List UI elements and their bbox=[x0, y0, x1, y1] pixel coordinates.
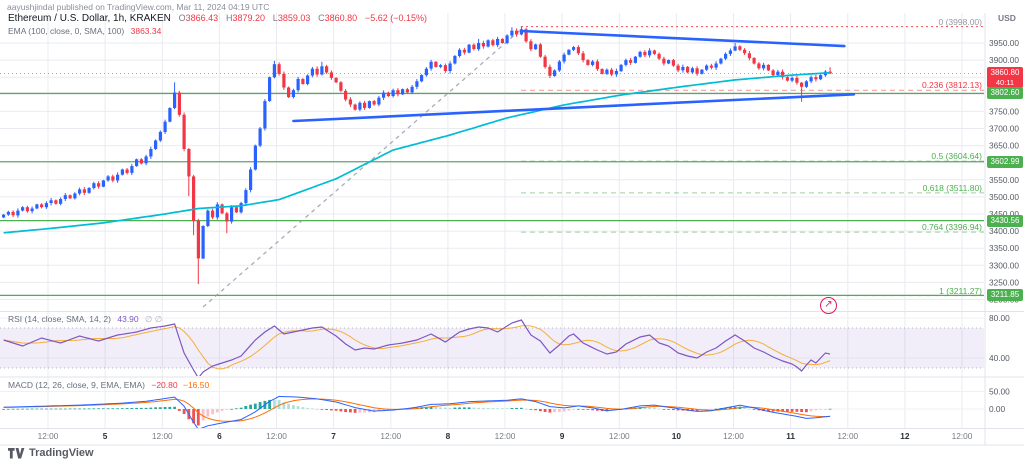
svg-text:12:00: 12:00 bbox=[609, 431, 630, 441]
svg-text:12:00: 12:00 bbox=[952, 431, 973, 441]
macd-pane bbox=[2, 395, 832, 428]
svg-text:3950.00: 3950.00 bbox=[989, 38, 1019, 48]
descending-resistance-trendline bbox=[520, 29, 846, 48]
high-value: 3879.20 bbox=[232, 13, 266, 23]
macd-signal-line bbox=[3, 398, 831, 422]
fib-level-label: 0.236 (3812.13) bbox=[921, 80, 982, 91]
svg-text:7: 7 bbox=[331, 431, 336, 441]
attribution-text: aayushjindal published on TradingView.co… bbox=[7, 2, 270, 12]
low-label: L bbox=[272, 13, 278, 23]
symbol-title: Ethereum / U.S. Dollar, 1h, KRAKEN bbox=[8, 13, 171, 24]
svg-text:3700.00: 3700.00 bbox=[989, 124, 1019, 134]
tradingview-logo-text: TradingView bbox=[29, 447, 94, 459]
svg-text:3750.00: 3750.00 bbox=[989, 106, 1019, 116]
ema-value: 3863.34 bbox=[130, 26, 162, 36]
svg-text:3900.00: 3900.00 bbox=[989, 55, 1019, 65]
svg-text:3450.00: 3450.00 bbox=[989, 209, 1019, 219]
ema-status-row[interactable]: EMA (100, close, 0, SMA, 100) 3863.34 bbox=[8, 26, 161, 36]
ema-line bbox=[3, 71, 831, 234]
arrow-up-right-icon: ↗ bbox=[824, 299, 833, 310]
macd-value-2: −16.50 bbox=[182, 380, 210, 390]
rsi-ma-line bbox=[3, 325, 831, 370]
time-axis-labels: 12:00 5 12:00 6 12:00 7 12:00 8 12:00 9 12:00 10 12:… bbox=[38, 431, 973, 441]
symbol-status-row[interactable]: Ethereum / U.S. Dollar, 1h, KRAKEN O3866… bbox=[8, 13, 427, 24]
svg-text:11: 11 bbox=[786, 431, 795, 441]
svg-text:40.00: 40.00 bbox=[989, 353, 1010, 363]
svg-text:3650.00: 3650.00 bbox=[989, 141, 1019, 151]
close-label: C bbox=[318, 13, 325, 23]
ascending-support-trendline bbox=[292, 93, 856, 123]
svg-text:50.00: 50.00 bbox=[989, 387, 1010, 397]
dashed-trendline bbox=[202, 28, 522, 308]
rsi-status-row[interactable]: RSI (14, close, SMA, 14, 2) 43.90 ∅ ∅ bbox=[8, 314, 162, 325]
svg-text:12:00: 12:00 bbox=[723, 431, 744, 441]
macd-histogram bbox=[2, 399, 832, 426]
line-price-badge: 3430.56 bbox=[987, 214, 1023, 227]
macd-status-row[interactable]: MACD (12, 26, close, 9, EMA, EMA) −20.80… bbox=[8, 380, 209, 390]
fib-level-label: 0 (3998.00) bbox=[938, 16, 982, 27]
fib-level-label: 0.764 (3396.94) bbox=[921, 222, 982, 233]
tradingview-mark-icon bbox=[8, 447, 25, 458]
svg-text:5: 5 bbox=[103, 431, 108, 441]
macd-title: MACD (12, 26, close, 9, EMA, EMA) bbox=[8, 380, 145, 390]
line-price-badge: 3211.85 bbox=[987, 289, 1023, 302]
open-label: O bbox=[178, 13, 186, 23]
close-value: 3860.80 bbox=[324, 13, 358, 23]
rsi-value: 43.90 bbox=[117, 314, 139, 324]
ema-title: EMA (100, close, 0, SMA, 100) bbox=[8, 26, 125, 36]
svg-text:3250.00: 3250.00 bbox=[989, 277, 1019, 287]
high-label: H bbox=[225, 13, 233, 23]
tradingview-logo[interactable]: TradingView bbox=[8, 447, 94, 459]
svg-text:3500.00: 3500.00 bbox=[989, 192, 1019, 202]
rsi-title: RSI (14, close, SMA, 14, 2) bbox=[8, 314, 111, 324]
low-value: 3859.03 bbox=[277, 13, 311, 23]
fib-level-label: 0.5 (3604.64) bbox=[931, 151, 982, 162]
svg-text:3400.00: 3400.00 bbox=[989, 226, 1019, 236]
pane-separators bbox=[0, 13, 1024, 446]
svg-text:3350.00: 3350.00 bbox=[989, 243, 1019, 253]
svg-text:12:00: 12:00 bbox=[38, 431, 59, 441]
macd-value-1: −20.80 bbox=[151, 380, 178, 390]
bar-countdown: 40:11 bbox=[995, 78, 1015, 87]
candlesticks bbox=[2, 26, 832, 285]
svg-text:3550.00: 3550.00 bbox=[989, 175, 1019, 185]
svg-text:12:00: 12:00 bbox=[380, 431, 401, 441]
svg-text:8: 8 bbox=[446, 431, 451, 441]
last-price-value: 3860.80 bbox=[990, 68, 1020, 77]
rsi-line bbox=[3, 319, 831, 376]
currency-label: USD bbox=[998, 13, 1016, 23]
line-price-badge: 3602.99 bbox=[987, 155, 1023, 168]
change-value: −5.62 (−0.15%) bbox=[364, 13, 428, 23]
svg-text:12:00: 12:00 bbox=[266, 431, 287, 441]
svg-text:3300.00: 3300.00 bbox=[989, 260, 1019, 270]
fib-level-label: 1 (3211.27) bbox=[939, 285, 982, 296]
svg-text:12:00: 12:00 bbox=[495, 431, 516, 441]
open-value: 3866.43 bbox=[185, 13, 219, 23]
svg-text:12:00: 12:00 bbox=[837, 431, 858, 441]
svg-text:0.00: 0.00 bbox=[989, 404, 1006, 414]
circle-arrow-annotation[interactable]: ↗ bbox=[820, 297, 837, 314]
svg-text:12: 12 bbox=[900, 431, 910, 441]
fib-level-label: 0.618 (3511.80) bbox=[922, 182, 982, 193]
svg-text:9: 9 bbox=[560, 431, 565, 441]
last-price-badge: 3860.80 40:11 bbox=[987, 67, 1023, 88]
svg-text:6: 6 bbox=[217, 431, 222, 441]
svg-text:80.00: 80.00 bbox=[989, 313, 1010, 323]
svg-text:10: 10 bbox=[672, 431, 682, 441]
macd-line bbox=[3, 395, 831, 428]
svg-text:12:00: 12:00 bbox=[152, 431, 173, 441]
rsi-pane bbox=[0, 319, 984, 376]
line-price-badge: 3802.60 bbox=[987, 87, 1023, 100]
rsi-extra-values: ∅ ∅ bbox=[145, 314, 163, 324]
